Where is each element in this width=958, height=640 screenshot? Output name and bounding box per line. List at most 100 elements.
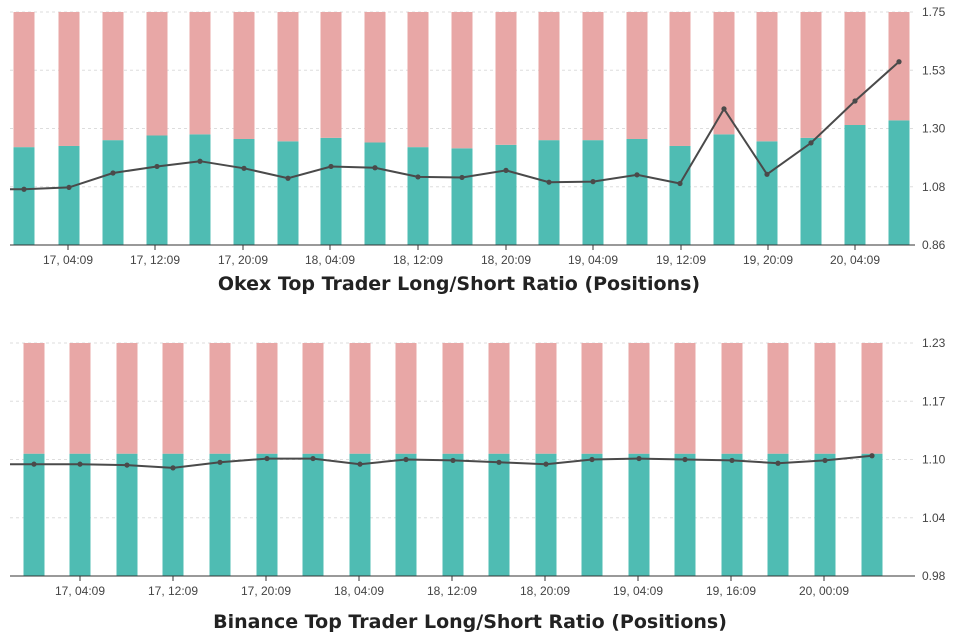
bar-teal bbox=[13, 147, 35, 245]
bar-pink bbox=[349, 343, 371, 454]
x-tick-label: 18, 12:09 bbox=[393, 253, 443, 267]
bar-pink bbox=[669, 12, 691, 146]
bar-teal bbox=[69, 453, 91, 576]
bar-teal bbox=[488, 453, 510, 576]
ratio-line bbox=[10, 454, 873, 469]
bar-teal bbox=[626, 138, 648, 245]
ratio-point bbox=[729, 457, 735, 464]
ratio-point bbox=[503, 167, 509, 173]
bar-pink bbox=[581, 343, 603, 454]
bar-teal bbox=[535, 453, 557, 576]
y-tick-label: 1.53 bbox=[922, 63, 946, 77]
bar-teal bbox=[58, 145, 80, 245]
bar-teal bbox=[800, 137, 822, 245]
bar-pink bbox=[814, 343, 836, 454]
x-tick-label: 18, 12:09 bbox=[427, 584, 477, 598]
ratio-point bbox=[896, 59, 902, 65]
bar-pink bbox=[256, 343, 278, 454]
x-tick-label: 17, 20:09 bbox=[218, 253, 268, 267]
bar-pink bbox=[628, 343, 650, 454]
binance-chart: 1.23 1.17 1.10 1.04 0.98 17, 04:09 17, 12:09 17… bbox=[10, 336, 946, 633]
ratio-point bbox=[590, 179, 596, 185]
bar-pink bbox=[713, 12, 735, 135]
x-tick-label: 18, 04:09 bbox=[334, 584, 384, 598]
x-tick-label: 17, 20:09 bbox=[241, 584, 291, 598]
bar-pink bbox=[102, 12, 124, 141]
ratio-point bbox=[124, 462, 130, 468]
bar-pink bbox=[69, 343, 91, 454]
bar-teal bbox=[582, 140, 604, 245]
bar-teal bbox=[395, 453, 417, 576]
bar-teal bbox=[756, 141, 778, 245]
x-tick-label: 20, 04:09 bbox=[830, 253, 880, 267]
y-tick-label: 1.08 bbox=[922, 180, 946, 194]
bar-teal bbox=[407, 147, 429, 245]
ratio-point bbox=[154, 163, 160, 170]
bar-teal bbox=[162, 453, 184, 576]
bar-pink bbox=[162, 343, 184, 454]
bar-pink bbox=[538, 12, 560, 141]
bar-pink bbox=[58, 12, 80, 146]
ratio-point bbox=[450, 457, 456, 464]
bar-pink bbox=[626, 12, 648, 139]
ratio-point bbox=[636, 455, 642, 462]
ratio-point bbox=[459, 174, 465, 181]
ratio-point bbox=[415, 174, 421, 180]
ratio-point bbox=[589, 456, 595, 463]
y-tick-label: 1.04 bbox=[922, 511, 946, 525]
bar-teal bbox=[888, 120, 910, 245]
bar-teal bbox=[320, 137, 342, 245]
bar-teal bbox=[364, 142, 386, 245]
y-tick-label: 1.75 bbox=[922, 5, 946, 19]
bar-teal bbox=[844, 125, 866, 245]
bar-teal bbox=[628, 453, 650, 576]
ratio-point bbox=[808, 140, 814, 146]
bar-teal bbox=[669, 145, 691, 245]
okex-chart: 1.75 1.53 1.30 1.08 0.86 17, 04:09 17, 12:09 17… bbox=[10, 5, 946, 295]
bar-pink bbox=[674, 343, 696, 454]
bar-teal bbox=[581, 453, 603, 576]
bar-pink bbox=[861, 343, 883, 454]
bar-pink bbox=[488, 343, 510, 454]
bar-teal bbox=[23, 453, 45, 576]
bar-teal bbox=[767, 453, 789, 576]
bar-pink bbox=[302, 343, 324, 454]
bar-teal bbox=[277, 141, 299, 245]
bar-teal bbox=[209, 453, 231, 576]
bar-teal bbox=[189, 134, 211, 245]
bar-teal bbox=[861, 453, 883, 576]
ratio-point bbox=[677, 180, 683, 187]
bar-teal bbox=[349, 453, 371, 576]
y-tick-label: 1.23 bbox=[922, 336, 946, 350]
bar-teal bbox=[102, 140, 124, 245]
bar-pink bbox=[116, 343, 138, 454]
bar-pink bbox=[495, 12, 517, 145]
x-tick-label: 17, 04:09 bbox=[55, 584, 105, 598]
bar-pink bbox=[721, 343, 743, 454]
y-tick-label: 1.17 bbox=[922, 394, 946, 408]
ratio-point bbox=[682, 456, 688, 463]
bar-pink bbox=[767, 343, 789, 454]
bar-pink bbox=[23, 343, 45, 454]
ratio-point bbox=[21, 186, 27, 192]
bar-teal bbox=[814, 453, 836, 576]
bar-teal bbox=[302, 453, 324, 576]
bar-teal bbox=[116, 453, 138, 576]
bar-teal bbox=[146, 135, 168, 245]
bar-pink bbox=[146, 12, 168, 136]
ratio-point bbox=[217, 459, 223, 465]
bar-pink bbox=[535, 343, 557, 454]
ratio-point bbox=[775, 460, 781, 466]
x-tick-label: 18, 04:09 bbox=[305, 253, 355, 267]
ratio-point bbox=[764, 171, 770, 177]
bar-teal bbox=[451, 148, 473, 245]
ratio-point bbox=[310, 455, 316, 462]
ratio-point bbox=[496, 459, 502, 465]
x-tick-label: 17, 04:09 bbox=[43, 253, 93, 267]
bar-teal bbox=[674, 453, 696, 576]
ratio-point bbox=[543, 461, 549, 467]
ratio-point bbox=[110, 170, 116, 176]
bar-teal bbox=[442, 453, 464, 576]
x-tick-label: 17, 12:09 bbox=[148, 584, 198, 598]
